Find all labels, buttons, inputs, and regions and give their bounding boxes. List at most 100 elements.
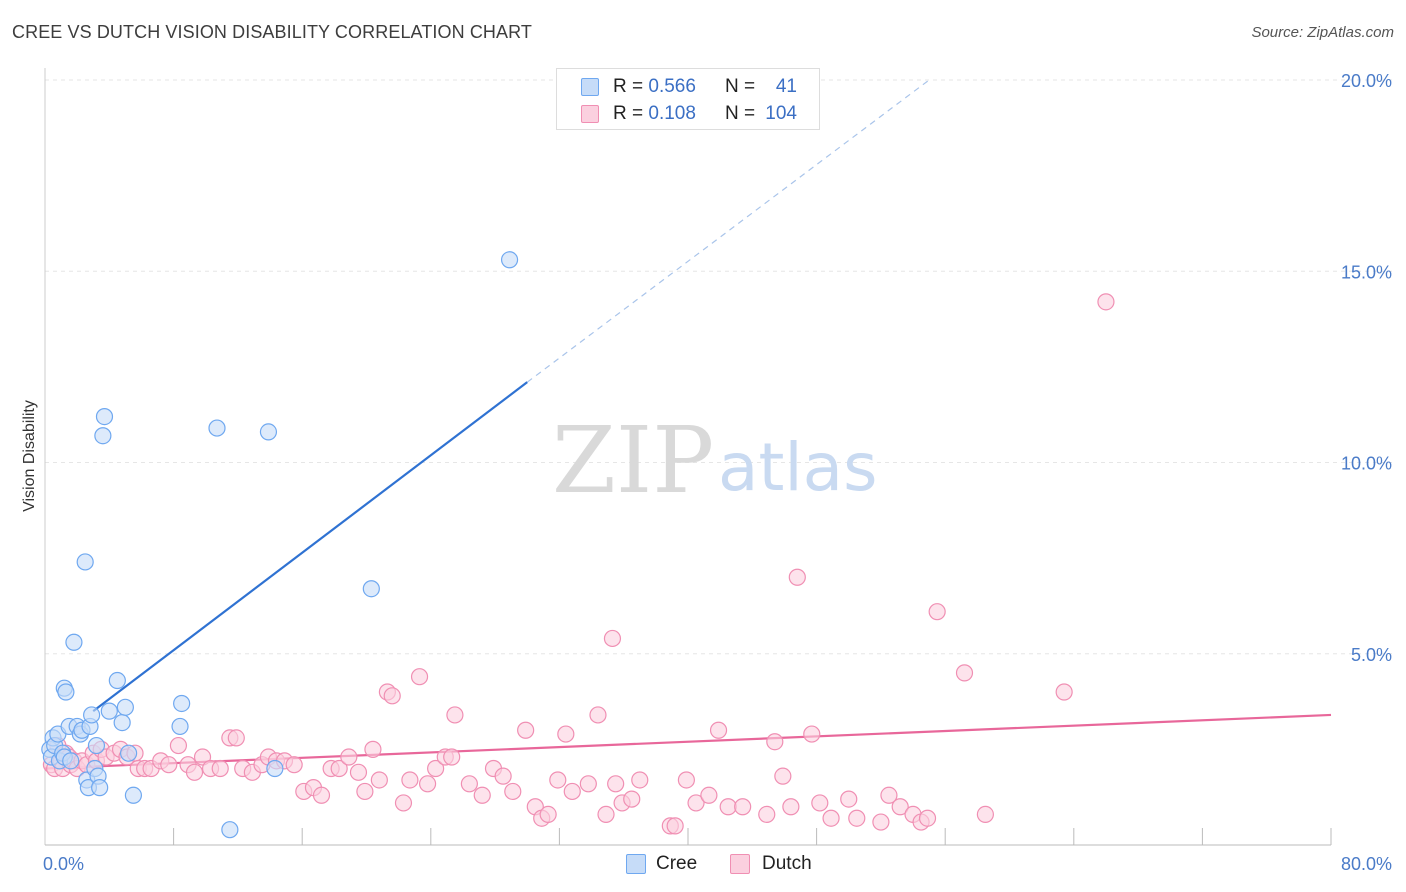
dutch-point [443,748,461,766]
dutch-point [623,790,641,808]
trendline-cree [92,381,528,713]
cree-point [91,779,109,797]
tick-labels: 5.0% 10.0% 15.0% 20.0% 0.0% 80.0% [43,71,1392,874]
cree-point [87,736,106,755]
legend-n-value-dutch: 104 [765,103,797,124]
cree-point [83,706,101,724]
dutch-point [460,775,478,793]
cree-point [124,786,143,804]
legend-series: Cree Dutch [0,852,1406,878]
dutch-point [848,809,866,827]
dutch-point [418,775,437,793]
cree-point [94,427,112,445]
y-axis-label: Vision Disability [21,400,38,512]
dutch-legend-swatch [730,854,750,874]
dutch-point [1055,683,1073,701]
dutch-point [410,668,429,686]
dutch-point [700,786,718,804]
cree-point [173,694,191,713]
legend-label-cree: Cree [656,853,698,874]
dutch-point [666,817,684,835]
dutch-swatch [581,105,599,123]
dutch-point [822,809,840,827]
dutch-point [631,771,649,789]
dutch-point [494,767,512,785]
dutch-point [758,805,776,824]
dutch-point [563,782,581,801]
dutch-point [211,759,229,778]
cree-point [76,553,94,571]
dutch-point [918,809,937,827]
dutch-point [364,740,382,758]
dutch-point [976,805,994,824]
legend-correlation: R = 0.566 N = 41 R = 0.108 N = 104 [556,68,820,130]
cree-point [108,671,126,690]
dutch-point [589,706,607,724]
cree-point [65,633,83,651]
dutch-point [539,805,557,824]
cree-point [171,717,189,736]
legend-r-value-dutch: 0.108 [648,103,696,124]
dutch-point [549,771,567,789]
legend-row-cree: R = 0.566 N = 41 [557,74,819,102]
dutch-point [446,706,464,724]
cree-point [116,698,134,716]
dutch-point [955,664,974,682]
cree-point [119,744,138,762]
dutch-point [597,805,615,824]
dutch-point [579,775,597,793]
data-points [41,251,1115,839]
dutch-point [880,786,898,804]
dutch-point [803,725,821,743]
dutch-point [928,603,946,621]
dutch-point [340,748,358,766]
dutch-point [473,786,491,804]
legend-n-value-cree: 41 [775,76,797,97]
cree-point [95,408,114,426]
cree-point [362,580,380,598]
dutch-point [185,763,204,781]
dutch-point [401,771,419,789]
cree-point [259,423,278,441]
dutch-point [169,736,188,755]
dutch-point [227,729,245,747]
dutch-point [782,798,800,816]
x-tick-label: 80.0% [1341,854,1392,874]
cree-point [100,702,118,720]
cree-swatch [581,78,599,96]
dutch-point [504,782,522,801]
cree-point [221,821,239,839]
cree-point [500,251,519,269]
y-tick-label: 15.0% [1341,262,1392,282]
legend-n-label: N = [725,76,756,97]
dutch-point [349,763,368,781]
dutch-point [160,756,178,774]
dutch-point [687,794,705,812]
dutch-point [370,771,388,789]
dutch-point [811,794,829,812]
dutch-point [383,687,401,705]
dutch-point [285,756,303,774]
cree-point [62,752,80,770]
dutch-point [677,771,695,789]
dutch-point [709,721,728,739]
y-tick-label: 10.0% [1341,454,1392,474]
cree-point [266,759,284,778]
watermark-atlas: atlas [718,429,878,506]
cree-point [113,713,131,732]
watermark-zip: ZIP [552,407,714,514]
x-tick-label: 0.0% [43,854,84,874]
dutch-point [891,798,909,816]
y-tick-label: 5.0% [1351,645,1392,665]
dutch-point [394,794,413,812]
watermark: ZIP atlas [552,407,878,514]
dutch-point [766,733,784,751]
dutch-point [312,786,331,804]
cree-legend-swatch [626,854,646,874]
gridlines [45,79,1392,655]
legend-r-label: R = 0.566 [613,76,696,97]
dutch-point [1097,293,1115,311]
dutch-point [356,782,374,801]
dutch-point [734,798,752,816]
